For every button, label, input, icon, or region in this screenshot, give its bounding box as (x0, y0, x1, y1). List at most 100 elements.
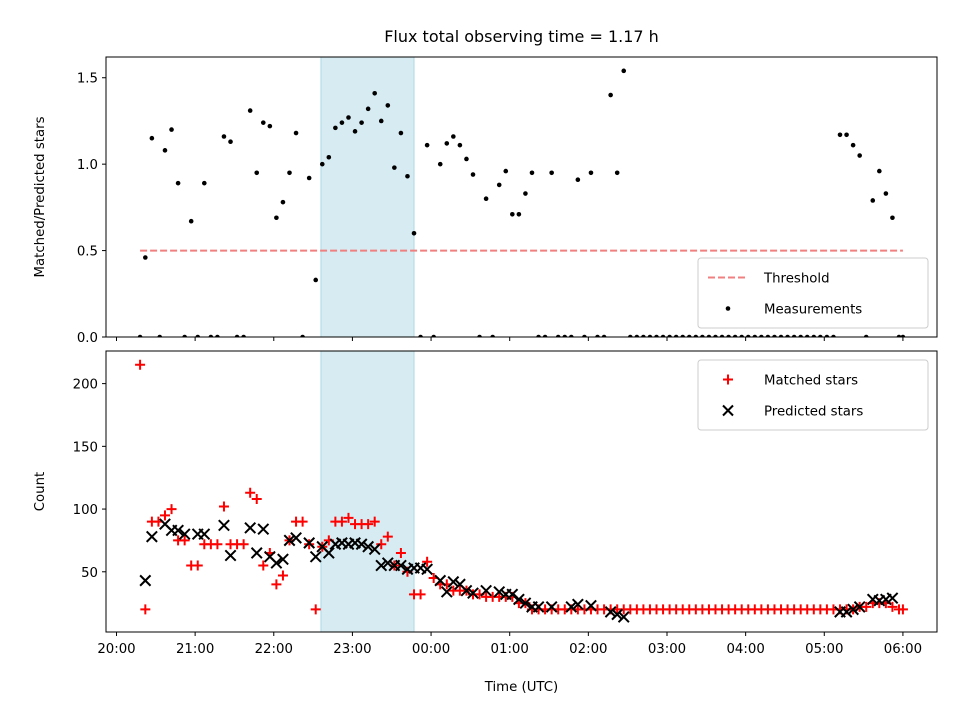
matched-star-point (887, 601, 898, 612)
measurement-point (234, 334, 240, 337)
legend-box (697, 359, 929, 431)
measurement-point (772, 334, 777, 337)
x-axis-title: Time (UTC) (484, 680, 559, 695)
measurement-point (562, 334, 568, 337)
matched-star-point (258, 560, 269, 571)
measurement-point (496, 182, 502, 188)
measurement-point (431, 334, 436, 337)
matched-star-point (192, 560, 203, 571)
legend-predicted-swatch (722, 404, 734, 417)
x-tick-label: 00:00 (412, 642, 450, 657)
x-tick-label: 01:00 (491, 642, 529, 657)
measurement-point (680, 334, 686, 337)
y-axis-title: Matched/Predicted stars (33, 116, 48, 277)
measurement-point (437, 161, 443, 167)
matched-star-point (382, 531, 393, 542)
x-tick-label: 21:00 (176, 642, 214, 657)
legend-measurement-swatch (725, 306, 731, 311)
predicted-star-point (145, 530, 158, 543)
measurement-point (143, 255, 148, 260)
predicted-star-point (322, 547, 335, 559)
measurement-point (627, 334, 633, 337)
matched-star-point (897, 604, 908, 615)
matched-star-point (343, 512, 354, 523)
predicted-star-point (611, 608, 624, 621)
measurement-point (490, 334, 495, 337)
measurement-point (483, 196, 489, 202)
measurement-point (195, 334, 201, 337)
predicted-star-point (250, 547, 263, 559)
measurement-point (654, 334, 659, 337)
x-tick-label: 22:00 (255, 642, 293, 657)
y-axis-title: Count (33, 472, 48, 512)
predicted-star-point (309, 550, 322, 563)
measurement-point (785, 334, 790, 337)
legend: Threshold Measurements (697, 257, 929, 329)
predicted-star-point (381, 557, 394, 569)
measurement-point (641, 334, 646, 337)
predicted-star-point (368, 543, 381, 556)
measurement-point (870, 198, 876, 203)
measurement-point (877, 168, 882, 174)
measurement-point (516, 211, 522, 217)
axes-frame (105, 56, 938, 338)
measurement-point (175, 180, 181, 186)
measurement-point (392, 165, 397, 170)
predicted-star-point (198, 528, 211, 541)
measurement-point (621, 68, 627, 74)
measurement-point (333, 125, 338, 131)
x-tick-label: 02:00 (569, 642, 607, 657)
measurement-point (791, 334, 797, 337)
measurement-point (215, 334, 220, 337)
measurement-point (267, 123, 273, 129)
measurement-point (202, 180, 207, 186)
predicted-star-point (303, 537, 316, 549)
measurement-point (614, 170, 620, 176)
measurement-point (241, 334, 246, 337)
measurement-point (660, 334, 666, 337)
predicted-star-point (480, 584, 493, 597)
measurement-point (405, 173, 410, 179)
matched-star-point (861, 601, 872, 612)
measurement-point (247, 108, 253, 113)
measurement-point (595, 334, 600, 337)
predicted-star-point (355, 538, 368, 551)
x-tick-label: 20:00 (97, 642, 135, 657)
matched-star-point (135, 359, 146, 370)
measurement-point (890, 215, 895, 221)
measurement-point (411, 230, 417, 236)
measurement-point (424, 142, 430, 148)
measurement-point (503, 168, 509, 174)
measurement-point (137, 334, 143, 337)
measurement-point (372, 90, 377, 96)
matched-star-point (336, 516, 347, 527)
measurement-point (837, 132, 843, 138)
legend-label: Threshold (763, 272, 830, 287)
observing-window-shade (320, 56, 415, 338)
predicted-star-point (617, 611, 630, 623)
measurement-point (418, 334, 423, 337)
measurement-point (464, 156, 469, 162)
measurement-point (634, 334, 640, 337)
y-tick-label: 100 (73, 503, 98, 518)
legend-matched-swatch (723, 374, 733, 385)
predicted-star-point (270, 557, 283, 569)
bottom-panel: 50 100 150 200 20:00 21:00 22:00 23:00 00:00 01:0… (33, 350, 938, 695)
measurement-point (673, 334, 679, 337)
measurement-point (765, 334, 771, 337)
legend-label: Measurements (764, 303, 862, 318)
measurement-point (693, 334, 699, 337)
matched-star-point (422, 556, 433, 567)
measurement-point (221, 134, 227, 139)
measurement-point (451, 134, 456, 139)
measurement-point (719, 334, 725, 337)
predicted-star-point (421, 563, 434, 576)
measurement-point (647, 334, 653, 337)
measurement-point (157, 334, 163, 337)
measurement-point (208, 334, 214, 337)
measurement-point (378, 118, 384, 124)
predicted-star-point (545, 601, 558, 613)
measurement-point (457, 142, 463, 148)
measurement-point (319, 161, 325, 167)
